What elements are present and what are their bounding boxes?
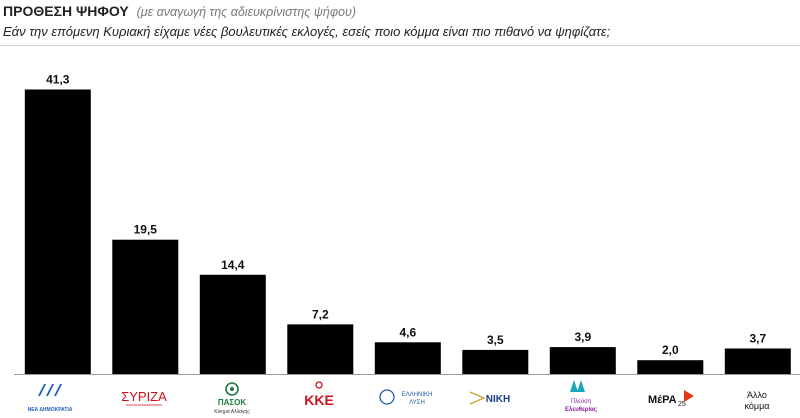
plefsi-sail-icon-1: [570, 380, 578, 392]
bar-syriza: [112, 239, 179, 374]
bars-group: [24, 89, 791, 374]
elliniki-lysi-globe-icon: [379, 389, 395, 405]
mera25-logo-number: 25: [678, 401, 686, 408]
other-party-label: Άλλο κόμμα: [745, 390, 770, 411]
bar-mera25: [637, 360, 704, 374]
niki-logo-text: ΝΙΚΗ: [486, 394, 510, 405]
syriza-logo-text: ΣΥΡΙΖΑ: [121, 389, 167, 404]
bar-pasok: [199, 274, 266, 374]
value-label-syriza: 19,5: [134, 223, 158, 237]
pasok-logo-icon: ΠΑΣΟΚ Κίνημα Αλλαγής: [214, 382, 250, 415]
niki-arrow-icon: [469, 391, 486, 405]
mera25-logo-icon: ΜέΡΑ 25: [648, 390, 694, 408]
nd-logo-mark-mid: [46, 384, 54, 396]
plefsi-text-1: Πλεύση: [571, 399, 591, 405]
pasok-logo-text: ΠΑΣΟΚ: [218, 398, 247, 407]
nd-logo-mark-right: [54, 384, 62, 396]
bar-kke: [287, 324, 354, 374]
chart-subtitle: (με αναγωγή της αδιευκρίνιστης ψήφου): [136, 5, 357, 19]
pasok-logo-subtext: Κίνημα Αλλαγής: [214, 408, 250, 415]
syriza-logo-icon: ΣΥΡΙΖΑ: [121, 389, 167, 406]
other-party-text-2: κόμμα: [745, 401, 770, 411]
elliniki-lysi-text-1: ΕΛΛΗΝΙΚΗ: [402, 392, 433, 398]
title-line: ΠΡΟΘΕΣΗ ΨΗΦΟΥ (με αναγωγή της αδιευκρίνι…: [3, 2, 797, 21]
survey-question: Εάν την επόμενη Κυριακή είχαμε νέες βουλ…: [3, 24, 611, 39]
value-label-nd: 41,3: [46, 73, 70, 87]
elliniki-lysi-text-2: ΛΥΣΗ: [409, 400, 425, 406]
chart-header: ΠΡΟΘΕΣΗ ΨΗΦΟΥ (με αναγωγή της αδιευκρίνι…: [3, 2, 797, 41]
bar-nd: [24, 89, 91, 374]
bar-elliniki-lysi: [374, 342, 441, 374]
value-label-other: 3,7: [749, 332, 766, 346]
bar-niki: [462, 349, 529, 374]
niki-logo-icon: ΝΙΚΗ: [469, 391, 510, 405]
pasok-sun-core: [230, 387, 234, 391]
elliniki-lysi-logo-icon: ΕΛΛΗΝΙΚΗ ΛΥΣΗ: [379, 389, 433, 406]
value-label-pasok: 14,4: [221, 258, 245, 272]
value-label-elliniki-lysi: 4,6: [399, 325, 416, 339]
value-labels-group: 41,3 19,5 14,4 7,2 4,6 3,5 3,9 2,0 3,7: [46, 73, 766, 358]
kke-hammer-sickle-icon: [315, 381, 323, 389]
value-label-kke: 7,2: [312, 307, 329, 321]
plefsi-sail-icon-2: [577, 380, 585, 392]
bar-other: [724, 348, 791, 374]
chart-title: ΠΡΟΘΕΣΗ ΨΗΦΟΥ: [3, 3, 129, 19]
bar-plefsi: [549, 347, 616, 374]
nd-logo-mark-left: [38, 384, 46, 396]
value-label-plefsi: 3,9: [574, 330, 591, 344]
nd-logo-icon: ΝΕΑ ΔΗΜΟΚΡΑΤΙΑ: [28, 384, 73, 413]
header-divider: [0, 45, 800, 46]
plefsi-logo-icon: Πλεύση Ελευθερίας: [565, 380, 597, 413]
kke-logo-icon: ΚΚΕ: [304, 381, 334, 408]
value-label-mera25: 2,0: [662, 343, 679, 357]
mera25-arrow-icon: [684, 390, 694, 402]
nd-logo-text: ΝΕΑ ΔΗΜΟΚΡΑΤΙΑ: [28, 407, 73, 413]
kke-logo-text: ΚΚΕ: [304, 392, 334, 408]
plefsi-text-2: Ελευθερίας: [565, 407, 597, 413]
value-label-niki: 3,5: [487, 333, 504, 347]
pasok-sun-icon: [225, 382, 239, 396]
other-party-text-1: Άλλο: [747, 390, 767, 400]
mera25-logo-text: ΜέΡΑ: [648, 394, 677, 406]
